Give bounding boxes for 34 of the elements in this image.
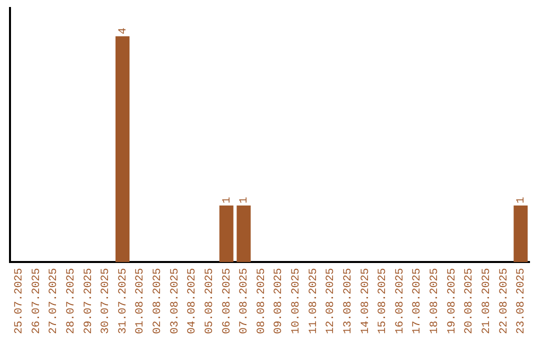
- x-tick-label: 25.07.2025: [14, 268, 26, 334]
- x-tick-label: 04.08.2025: [186, 268, 199, 334]
- x-tick-label: 08.08.2025: [256, 268, 268, 334]
- x-tick-label: 03.08.2025: [169, 268, 182, 334]
- x-tick-label: 10.08.2025: [290, 268, 303, 334]
- x-tick-label: 09.08.2025: [273, 268, 286, 334]
- x-tick-label: 22.08.2025: [498, 268, 510, 334]
- x-tick-label: 16.08.2025: [394, 268, 406, 334]
- x-tick-label: 07.08.2025: [238, 268, 251, 334]
- x-tick-label: 11.08.2025: [308, 268, 320, 334]
- x-tick-label: 30.07.2025: [100, 268, 112, 334]
- x-tick-label: 31.07.2025: [117, 268, 130, 334]
- x-tick-label: 18.08.2025: [429, 268, 442, 334]
- x-tick-label: 14.08.2025: [360, 268, 372, 334]
- x-tick-label: 28.07.2025: [65, 268, 78, 334]
- x-tick-label: 27.07.2025: [48, 268, 60, 334]
- data-label: 1: [238, 196, 251, 204]
- x-tick-label: 19.08.2025: [446, 268, 458, 334]
- x-tick-label: 23.08.2025: [516, 268, 528, 334]
- x-tick-label: 21.08.2025: [480, 268, 493, 334]
- x-tick-label: 05.08.2025: [204, 268, 216, 334]
- x-tick-label: 01.08.2025: [134, 268, 147, 334]
- x-tick-label: 20.08.2025: [464, 268, 476, 334]
- data-label: 1: [221, 196, 234, 204]
- data-label: 4: [117, 27, 130, 34]
- x-tick-label: 26.07.2025: [30, 268, 43, 334]
- x-tick-label: 06.08.2025: [221, 268, 234, 334]
- data-label: 1: [516, 196, 528, 204]
- x-tick-label: 17.08.2025: [412, 268, 424, 334]
- x-tick-label: 13.08.2025: [342, 268, 354, 334]
- x-tick-label: 15.08.2025: [377, 268, 390, 334]
- x-tick-label: 29.07.2025: [82, 268, 95, 334]
- x-tick-label: 12.08.2025: [325, 268, 338, 334]
- x-tick-label: 02.08.2025: [152, 268, 164, 334]
